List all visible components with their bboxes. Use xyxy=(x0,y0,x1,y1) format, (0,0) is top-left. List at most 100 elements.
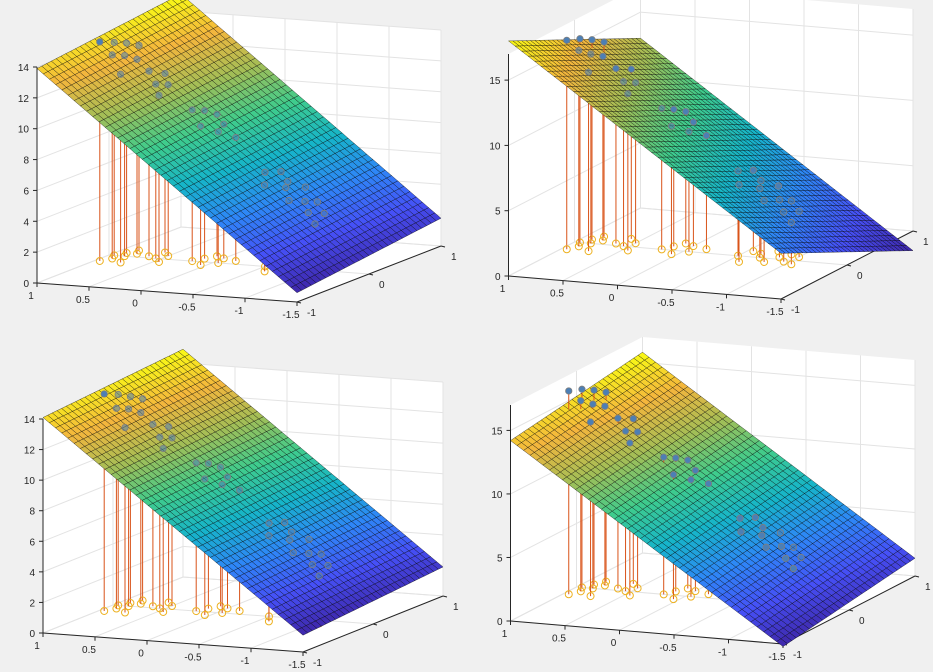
surface-cell xyxy=(166,0,178,8)
x-tick-label: 0 xyxy=(138,649,144,660)
x-tick-label: 0 xyxy=(609,293,615,304)
data-point xyxy=(301,183,309,191)
data-point xyxy=(260,181,269,189)
stems-upper xyxy=(96,38,328,228)
z-tick-label: 2 xyxy=(29,598,35,609)
data-point xyxy=(164,81,172,89)
x-tick-label: 0.5 xyxy=(82,645,96,656)
stem-base-marker xyxy=(775,253,784,262)
data-point xyxy=(197,122,205,130)
data-point xyxy=(188,106,196,114)
stem-base-marker xyxy=(116,258,125,267)
data-point xyxy=(125,405,133,413)
y-tick xyxy=(914,575,920,578)
stem-base-marker xyxy=(795,253,804,261)
stem-base-marker xyxy=(611,239,620,248)
x-tick-label: 1 xyxy=(34,641,40,652)
data-point xyxy=(631,78,640,87)
x-axis-line xyxy=(508,275,782,300)
z-tick-label: 10 xyxy=(24,476,36,487)
z-tick-label: 15 xyxy=(491,426,503,437)
data-point xyxy=(265,519,273,527)
data-point xyxy=(201,475,209,483)
y-tick-label: 0 xyxy=(379,280,385,291)
data-point xyxy=(217,463,225,471)
y-tick-label: -1 xyxy=(307,308,316,319)
data-point xyxy=(619,77,628,86)
data-point xyxy=(281,518,289,526)
y-tick xyxy=(372,623,378,626)
stem-base-marker xyxy=(623,246,632,255)
data-point xyxy=(213,110,221,118)
stem-base-marker xyxy=(95,256,104,265)
x-axis-line xyxy=(36,282,298,303)
x-tick-label: 1 xyxy=(500,284,506,295)
data-point xyxy=(152,80,160,88)
z-tick-label: 14 xyxy=(24,415,36,426)
data-point xyxy=(313,198,321,206)
data-point xyxy=(100,390,108,398)
stem-base-marker xyxy=(684,247,693,256)
stem-base-marker xyxy=(188,257,197,266)
x-tick-label: -1 xyxy=(716,302,725,313)
y-tick-label: 1 xyxy=(925,582,931,593)
y-tick xyxy=(442,595,448,598)
data-point xyxy=(286,536,294,544)
y-tick xyxy=(368,273,374,276)
y-tick xyxy=(440,245,446,248)
data-point xyxy=(584,68,593,76)
y-tick-label: -1 xyxy=(791,305,800,316)
z-tick-label: 0 xyxy=(497,617,503,628)
y-tick-label: 0 xyxy=(859,616,865,627)
stem-base-marker xyxy=(574,242,583,251)
stem-base-marker xyxy=(735,257,743,266)
data-point xyxy=(689,118,698,126)
data-point xyxy=(156,433,164,441)
data-point xyxy=(155,91,163,99)
x-tick-label: 0.5 xyxy=(552,634,566,645)
data-point xyxy=(223,473,232,481)
data-point xyxy=(117,70,125,78)
data-point xyxy=(324,561,332,570)
z-tick-label: 5 xyxy=(497,553,503,564)
surface-cell xyxy=(182,0,194,8)
data-point xyxy=(612,64,620,73)
z-tick-label: 0 xyxy=(23,279,29,290)
z-tick-label: 12 xyxy=(24,446,36,457)
data-point xyxy=(289,549,297,557)
stem-base-marker xyxy=(586,239,595,248)
data-point xyxy=(284,177,292,186)
data-point xyxy=(600,38,608,46)
data-point xyxy=(575,46,583,55)
data-point xyxy=(624,90,632,98)
data-point xyxy=(780,208,788,216)
data-point xyxy=(121,423,129,432)
data-point xyxy=(133,55,141,63)
data-point xyxy=(315,572,323,580)
data-point xyxy=(587,50,595,58)
stem-base-marker xyxy=(657,245,666,254)
data-point xyxy=(685,127,693,136)
stem-base-marker xyxy=(749,247,758,256)
stem-base-marker xyxy=(667,250,676,259)
y-tick-label: 1 xyxy=(453,602,459,613)
x-tick-label: 1 xyxy=(502,629,508,640)
data-point xyxy=(563,36,571,44)
stem-base-marker xyxy=(760,257,769,266)
data-point xyxy=(135,41,143,49)
x-tick-label: 0.5 xyxy=(550,289,564,300)
stem-base-marker xyxy=(779,257,788,266)
data-point xyxy=(305,549,313,558)
z-tick-label: 10 xyxy=(18,125,30,136)
x-tick-label: -0.5 xyxy=(657,298,675,309)
x-tick-label: -1 xyxy=(235,306,244,317)
x-tick-label: 0 xyxy=(611,638,617,649)
y-tick xyxy=(912,230,918,233)
stem-base-marker xyxy=(196,261,205,270)
stem-base-marker xyxy=(231,256,240,265)
stem-base-marker xyxy=(219,254,228,263)
x-tick-label: -0.5 xyxy=(659,643,677,654)
data-point xyxy=(214,128,222,136)
